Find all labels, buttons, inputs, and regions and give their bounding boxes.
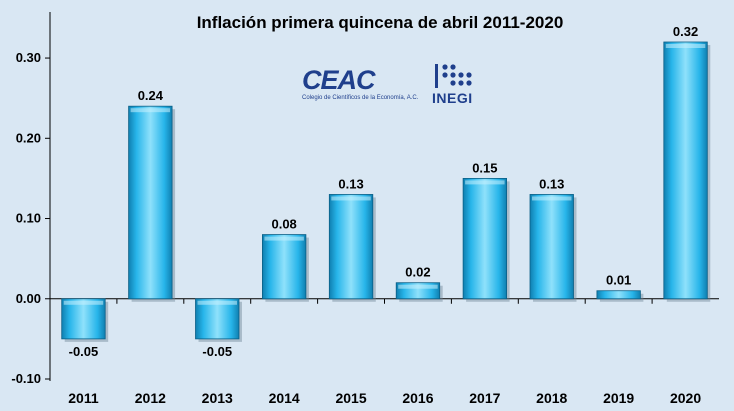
y-tick-label: 0.30: [16, 50, 41, 65]
bar: [663, 41, 708, 300]
bar: [195, 298, 240, 340]
bar-highlight: [398, 284, 438, 289]
ceac-logo-subtitle: Colegio de Científicos de la Economía, A…: [302, 95, 419, 101]
bar-highlight: [665, 44, 706, 48]
data-label: 0.13: [338, 176, 363, 191]
x-tick-label: 2020: [670, 390, 701, 406]
data-label: -0.05: [69, 344, 99, 359]
data-label: 0.01: [606, 273, 631, 288]
data-label: -0.05: [202, 344, 232, 359]
bar-highlight: [63, 300, 104, 305]
data-label: 0.24: [138, 88, 164, 103]
bar: [328, 194, 374, 300]
y-tick-label: 0.20: [16, 130, 41, 145]
y-tick-label: 0.10: [16, 211, 41, 226]
x-tick-label: 2015: [335, 390, 366, 406]
y-tick-label: -0.10: [11, 371, 41, 386]
chart-title: Inflación primera quincena de abril 2011…: [197, 13, 564, 32]
bar-highlight: [532, 196, 572, 201]
inegi-logo: INEGI: [432, 62, 482, 106]
x-tick-label: 2013: [202, 390, 233, 406]
data-label: 0.15: [472, 160, 497, 175]
data-label: 0.32: [673, 24, 698, 39]
x-tick-label: 2011: [68, 390, 99, 406]
bar: [462, 178, 507, 300]
x-tick-label: 2016: [402, 390, 433, 406]
inegi-logo-word: INEGI: [432, 90, 473, 106]
data-label: 0.08: [271, 217, 296, 232]
x-tick-label: 2012: [135, 390, 166, 406]
bar-highlight: [465, 180, 505, 185]
bar-highlight: [264, 236, 304, 241]
bar-highlight: [197, 300, 237, 305]
bar: [596, 290, 641, 300]
bar-highlight: [130, 108, 171, 113]
bar: [61, 298, 106, 340]
y-tick-label: 0.00: [16, 291, 41, 306]
x-tick-label: 2018: [536, 390, 567, 406]
data-label: 0.02: [405, 265, 430, 280]
inegi-dots-icon: [435, 64, 472, 88]
x-tick-label: 2014: [269, 390, 300, 406]
ceac-logo: CEAC Colegio de Científicos de la Econom…: [302, 65, 419, 107]
ceac-logo-word: CEAC: [302, 65, 376, 95]
bar: [529, 194, 574, 300]
data-label: 0.13: [539, 176, 564, 191]
bar-highlight: [331, 196, 371, 201]
bar: [262, 234, 307, 300]
x-tick-label: 2017: [469, 390, 500, 406]
x-tick-label: 2019: [603, 390, 634, 406]
bar: [128, 105, 173, 300]
